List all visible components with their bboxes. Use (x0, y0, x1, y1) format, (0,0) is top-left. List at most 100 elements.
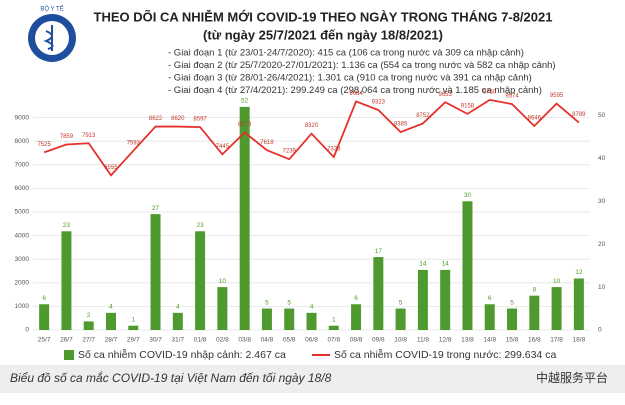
line (43, 98, 580, 177)
bar-value-label: 30 (464, 192, 472, 199)
bar-value-label: 23 (196, 222, 204, 229)
x-tick-label: 05/8 (283, 337, 296, 344)
y-tick-label: 9000 (15, 114, 30, 121)
legend-label: Số ca nhiễm COVID-19 nhập cảnh: 2.467 ca (78, 348, 286, 361)
bar (61, 231, 72, 330)
x-tick-label: 08/8 (350, 337, 363, 344)
bar-value-label: 52 (241, 98, 249, 105)
bar-value-label: 1 (332, 316, 336, 323)
bar-value-label: 5 (399, 299, 403, 306)
line-value-label: 7525 (37, 142, 51, 148)
bar (395, 308, 406, 330)
x-tick-label: 10/8 (394, 337, 407, 344)
bar (351, 304, 362, 330)
logo-text: BỘ Y TẾ (40, 6, 63, 13)
logo-snake (43, 25, 54, 51)
y-tick-label: 3000 (15, 256, 30, 263)
bar-value-label: 5 (510, 299, 514, 306)
line-value-label: 9323 (372, 100, 386, 106)
bar-value-label: 5 (287, 299, 291, 306)
y-tick-label: 7000 (15, 162, 30, 169)
y2-tick-label: 30 (598, 198, 606, 205)
line-value-label: 8320 (305, 123, 319, 129)
y2-tick-label: 0 (598, 327, 602, 334)
bar-value-label: 17 (375, 248, 383, 255)
stage-note: - Giai đoạn 1 (từ 23/01-24/7/2020): 415 … (168, 48, 524, 59)
line-value-label: 8646 (528, 116, 542, 122)
y-tick-label: 1000 (15, 303, 30, 310)
chart-title: THEO DÕI CA NHIỄM MỚI COVID-19 THEO NGÀY… (94, 9, 553, 24)
line-value-label: 7859 (60, 134, 74, 140)
y-tick-label: 8000 (15, 138, 30, 145)
bar (83, 321, 94, 330)
caption-bar (0, 365, 625, 393)
x-tick-label: 06/8 (305, 337, 318, 344)
bar-value-label: 6 (354, 295, 358, 302)
line-value-label: 8622 (149, 116, 163, 122)
x-tick-label: 18/8 (573, 337, 586, 344)
bar (440, 269, 451, 330)
bar-value-label: 4 (310, 304, 314, 311)
bar-value-label: 27 (152, 205, 160, 212)
y-tick-label: 4000 (15, 232, 30, 239)
chart-subtitle: (từ ngày 25/7/2021 đến ngày 18/8/2021) (203, 27, 443, 42)
bar (217, 287, 228, 330)
line-value-label: 8752 (416, 113, 430, 119)
line-value-label: 7445 (216, 144, 230, 150)
bar (573, 278, 584, 330)
bar (172, 312, 183, 330)
x-tick-label: 07/8 (327, 337, 340, 344)
x-tick-label: 26/7 (60, 337, 73, 344)
bar-value-label: 5 (265, 299, 269, 306)
bar-value-label: 6 (488, 295, 492, 302)
bar (507, 308, 518, 330)
x-tick-label: 29/7 (127, 337, 140, 344)
legend-label: Số ca nhiễm COVID-19 trong nước: 299.634… (334, 348, 556, 361)
bar (328, 325, 339, 330)
line-value-label: 9595 (550, 93, 564, 99)
x-tick-label: 04/8 (261, 337, 274, 344)
x-tick-label: 30/7 (149, 337, 162, 344)
x-tick-label: 02/8 (216, 337, 229, 344)
bar (128, 325, 139, 330)
bar-value-label: 2 (87, 312, 91, 319)
bar (462, 201, 473, 330)
x-tick-label: 11/8 (417, 337, 430, 344)
bar-value-label: 4 (109, 304, 113, 311)
watermark: 中越服务平台 (536, 370, 608, 385)
line-value-label: 8597 (193, 117, 207, 123)
bar-value-label: 1 (131, 316, 135, 323)
line-value-label: 8620 (171, 116, 185, 122)
caption: Biểu đồ số ca mắc COVID-19 tại Việt Nam … (10, 370, 332, 385)
bar-value-label: 8 (532, 286, 536, 293)
line-value-label: 7239 (283, 149, 297, 155)
y-tick-label: 6000 (15, 185, 30, 192)
stage-note: - Giai đoạn 3 (từ 28/01-26/4/2021): 1.30… (168, 73, 532, 84)
line-value-label: 7913 (82, 133, 96, 139)
stage-note: - Giai đoạn 4 (từ 27/4/2021): 299.249 ca… (168, 85, 542, 96)
line-value-label: 8385 (394, 122, 408, 128)
line-value-label: 6555 (104, 165, 118, 171)
x-tick-label: 01/8 (194, 337, 207, 344)
bar (195, 231, 206, 330)
y-tick-label: 5000 (15, 209, 30, 216)
bar-value-label: 10 (219, 278, 227, 285)
x-tick-label: 15/8 (506, 337, 519, 344)
bar (529, 295, 540, 330)
x-tick-label: 09/8 (372, 337, 385, 344)
line-value-label: 9750 (483, 89, 497, 95)
y2-tick-label: 50 (598, 112, 606, 119)
bar (306, 312, 317, 330)
x-tick-label: 28/7 (105, 337, 118, 344)
y2-tick-label: 40 (598, 155, 606, 162)
y-tick-label: 2000 (15, 280, 30, 287)
x-tick-label: 12/8 (439, 337, 452, 344)
x-tick-label: 16/8 (528, 337, 541, 344)
bar (284, 308, 295, 330)
x-tick-label: 17/8 (550, 337, 563, 344)
bar-value-label: 10 (553, 278, 561, 285)
bar (551, 287, 562, 330)
line-value-label: 9574 (505, 94, 519, 100)
